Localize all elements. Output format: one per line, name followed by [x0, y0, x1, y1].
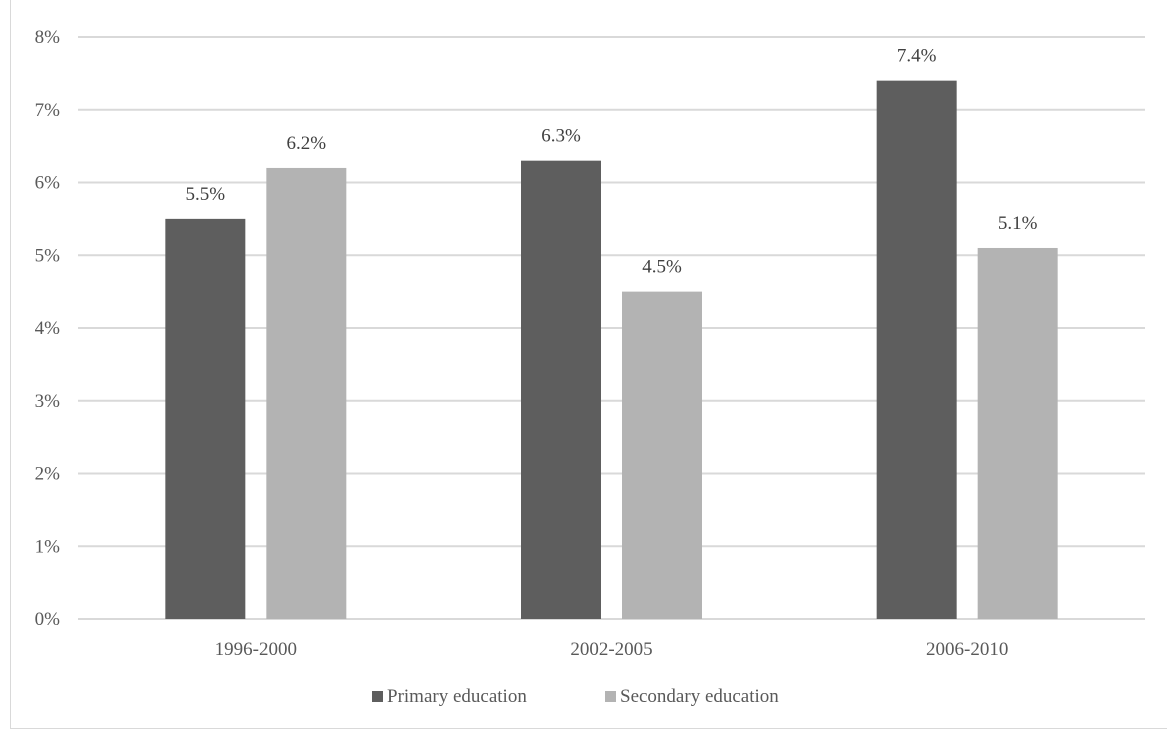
y-tick-label: 3%	[35, 391, 61, 412]
bar	[977, 247, 1058, 619]
bar	[521, 160, 601, 620]
data-label: 5.5%	[186, 184, 226, 205]
bar	[165, 218, 246, 619]
data-label: 6.3%	[541, 126, 581, 147]
legend: Primary education Secondary education	[372, 686, 779, 707]
data-label: 5.1%	[998, 213, 1038, 234]
bar	[266, 167, 347, 619]
bar	[622, 291, 702, 619]
y-tick-label: 8%	[35, 27, 61, 48]
data-label: 7.4%	[897, 46, 937, 67]
y-tick-label: 4%	[35, 318, 61, 339]
y-tick-label: 7%	[35, 100, 61, 121]
bar	[876, 80, 957, 619]
x-tick-label: 2006-2010	[926, 639, 1008, 660]
y-tick-label: 0%	[35, 609, 61, 630]
x-axis-ticks: 1996-2000 2002-2005 2006-2010	[215, 639, 1009, 660]
y-tick-label: 2%	[35, 464, 61, 485]
x-tick-label: 1996-2000	[215, 639, 297, 660]
y-axis-ticks: 0% 1% 2% 3% 4% 5% 6% 7% 8%	[35, 27, 61, 630]
y-tick-label: 1%	[35, 536, 61, 557]
legend-swatch	[372, 691, 383, 702]
x-tick-label: 2002-2005	[570, 639, 652, 660]
legend-swatch	[605, 691, 616, 702]
data-label: 6.2%	[287, 133, 327, 154]
data-labels: 5.5% 6.2% 6.3% 4.5% 7.4% 5.1%	[186, 46, 1038, 278]
gridlines	[78, 36, 1145, 620]
y-tick-label: 5%	[35, 245, 61, 266]
bars	[165, 80, 1058, 620]
legend-label: Primary education	[387, 686, 527, 707]
data-label: 4.5%	[642, 257, 682, 278]
legend-label: Secondary education	[620, 686, 779, 707]
y-tick-label: 6%	[35, 173, 61, 194]
